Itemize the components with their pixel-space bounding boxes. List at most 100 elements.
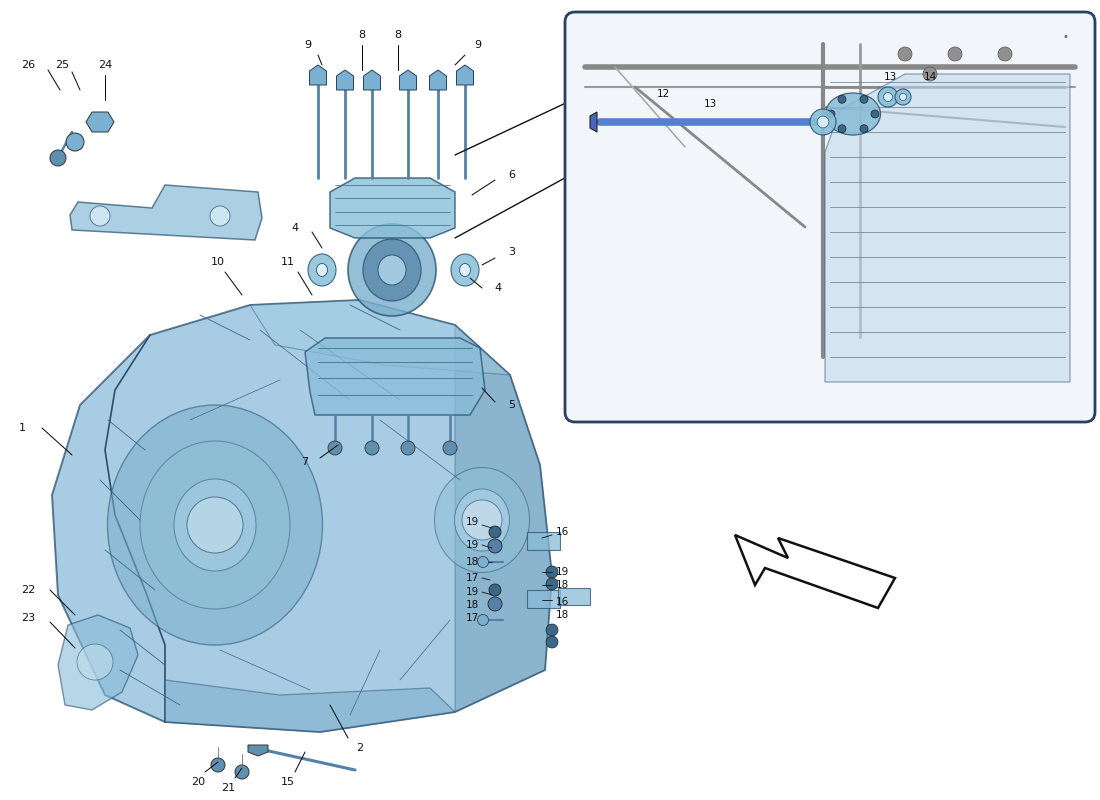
Polygon shape [455,325,552,712]
Text: 18: 18 [465,600,478,610]
Polygon shape [456,65,473,85]
Ellipse shape [348,224,436,316]
Circle shape [66,133,84,151]
Polygon shape [429,70,447,90]
Circle shape [871,110,879,118]
Text: 12: 12 [657,89,670,99]
Text: 5: 5 [508,400,516,410]
Circle shape [211,758,226,772]
Ellipse shape [140,441,290,609]
Polygon shape [735,535,895,608]
Circle shape [490,584,500,596]
Polygon shape [527,590,560,608]
Circle shape [860,125,868,133]
Text: 18: 18 [556,580,569,590]
Circle shape [488,539,502,553]
Text: 17: 17 [465,573,478,583]
Text: 14: 14 [923,72,936,82]
Circle shape [477,557,488,567]
Text: 1: 1 [19,423,25,433]
Polygon shape [58,615,138,710]
Circle shape [948,47,962,61]
Polygon shape [527,532,560,550]
Text: 16: 16 [556,527,569,537]
Ellipse shape [308,254,336,286]
Text: •: • [1063,32,1069,42]
Circle shape [898,47,912,61]
Ellipse shape [317,263,328,277]
Text: 9: 9 [305,40,311,50]
Circle shape [860,95,868,103]
Polygon shape [70,185,262,240]
Circle shape [546,624,558,636]
Polygon shape [305,338,485,415]
Circle shape [90,206,110,226]
Ellipse shape [363,239,421,301]
Polygon shape [86,112,114,132]
Polygon shape [590,112,597,132]
Text: 10: 10 [211,257,226,267]
Ellipse shape [825,93,880,135]
Circle shape [210,206,230,226]
Ellipse shape [454,489,509,551]
Polygon shape [165,680,455,732]
Circle shape [328,441,342,455]
Circle shape [77,644,113,680]
Text: 16: 16 [556,597,569,607]
Ellipse shape [451,254,478,286]
Text: 4: 4 [292,223,298,233]
Circle shape [477,614,488,626]
Circle shape [838,125,846,133]
Circle shape [546,566,558,578]
Circle shape [878,87,898,107]
Text: 13: 13 [703,99,716,109]
Circle shape [998,47,1012,61]
Text: 8: 8 [395,30,402,40]
Circle shape [488,597,502,611]
Text: 7: 7 [301,457,309,467]
Text: 18: 18 [556,610,569,620]
Polygon shape [330,178,455,238]
Circle shape [923,67,937,81]
Ellipse shape [460,263,471,277]
Text: 23: 23 [21,613,35,623]
Polygon shape [52,300,552,732]
Circle shape [895,89,911,105]
Polygon shape [363,70,381,90]
Text: 20: 20 [191,777,205,787]
Circle shape [900,94,906,101]
FancyBboxPatch shape [565,12,1094,422]
Text: 13: 13 [883,72,896,82]
Text: 4: 4 [494,283,502,293]
Text: 9: 9 [474,40,482,50]
Circle shape [546,578,558,590]
Circle shape [235,765,249,779]
Ellipse shape [174,479,256,571]
Circle shape [50,150,66,166]
Text: 26: 26 [21,60,35,70]
Text: 22: 22 [21,585,35,595]
Text: 11: 11 [280,257,295,267]
Circle shape [187,497,243,553]
Circle shape [546,636,558,648]
Polygon shape [825,74,1070,382]
Text: 19: 19 [465,587,478,597]
Polygon shape [309,65,327,85]
Text: 18: 18 [465,557,478,567]
Circle shape [810,109,836,135]
Circle shape [827,110,835,118]
Text: 15: 15 [280,777,295,787]
Text: 2: 2 [356,743,364,753]
Text: 8: 8 [359,30,365,40]
Ellipse shape [378,255,406,285]
Text: 19: 19 [465,517,478,527]
Text: 21: 21 [221,783,235,793]
Circle shape [443,441,456,455]
Polygon shape [248,745,268,756]
Polygon shape [250,300,510,375]
Circle shape [365,441,380,455]
Ellipse shape [434,467,529,573]
Text: 19: 19 [556,567,569,577]
Polygon shape [399,70,417,90]
Circle shape [490,526,500,538]
